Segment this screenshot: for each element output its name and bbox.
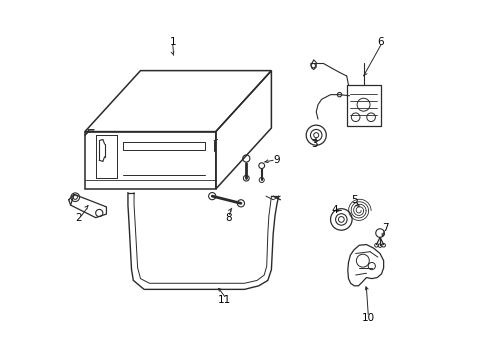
- Text: 4: 4: [331, 206, 338, 216]
- Text: 7: 7: [381, 224, 387, 233]
- Text: 5: 5: [351, 195, 358, 205]
- Text: 3: 3: [310, 139, 317, 149]
- Text: 11: 11: [218, 295, 231, 305]
- Text: 1: 1: [169, 37, 176, 47]
- Text: 10: 10: [361, 313, 374, 323]
- Text: 9: 9: [273, 155, 280, 165]
- Text: 6: 6: [377, 37, 383, 47]
- Text: 8: 8: [224, 213, 231, 222]
- Text: 2: 2: [75, 213, 82, 222]
